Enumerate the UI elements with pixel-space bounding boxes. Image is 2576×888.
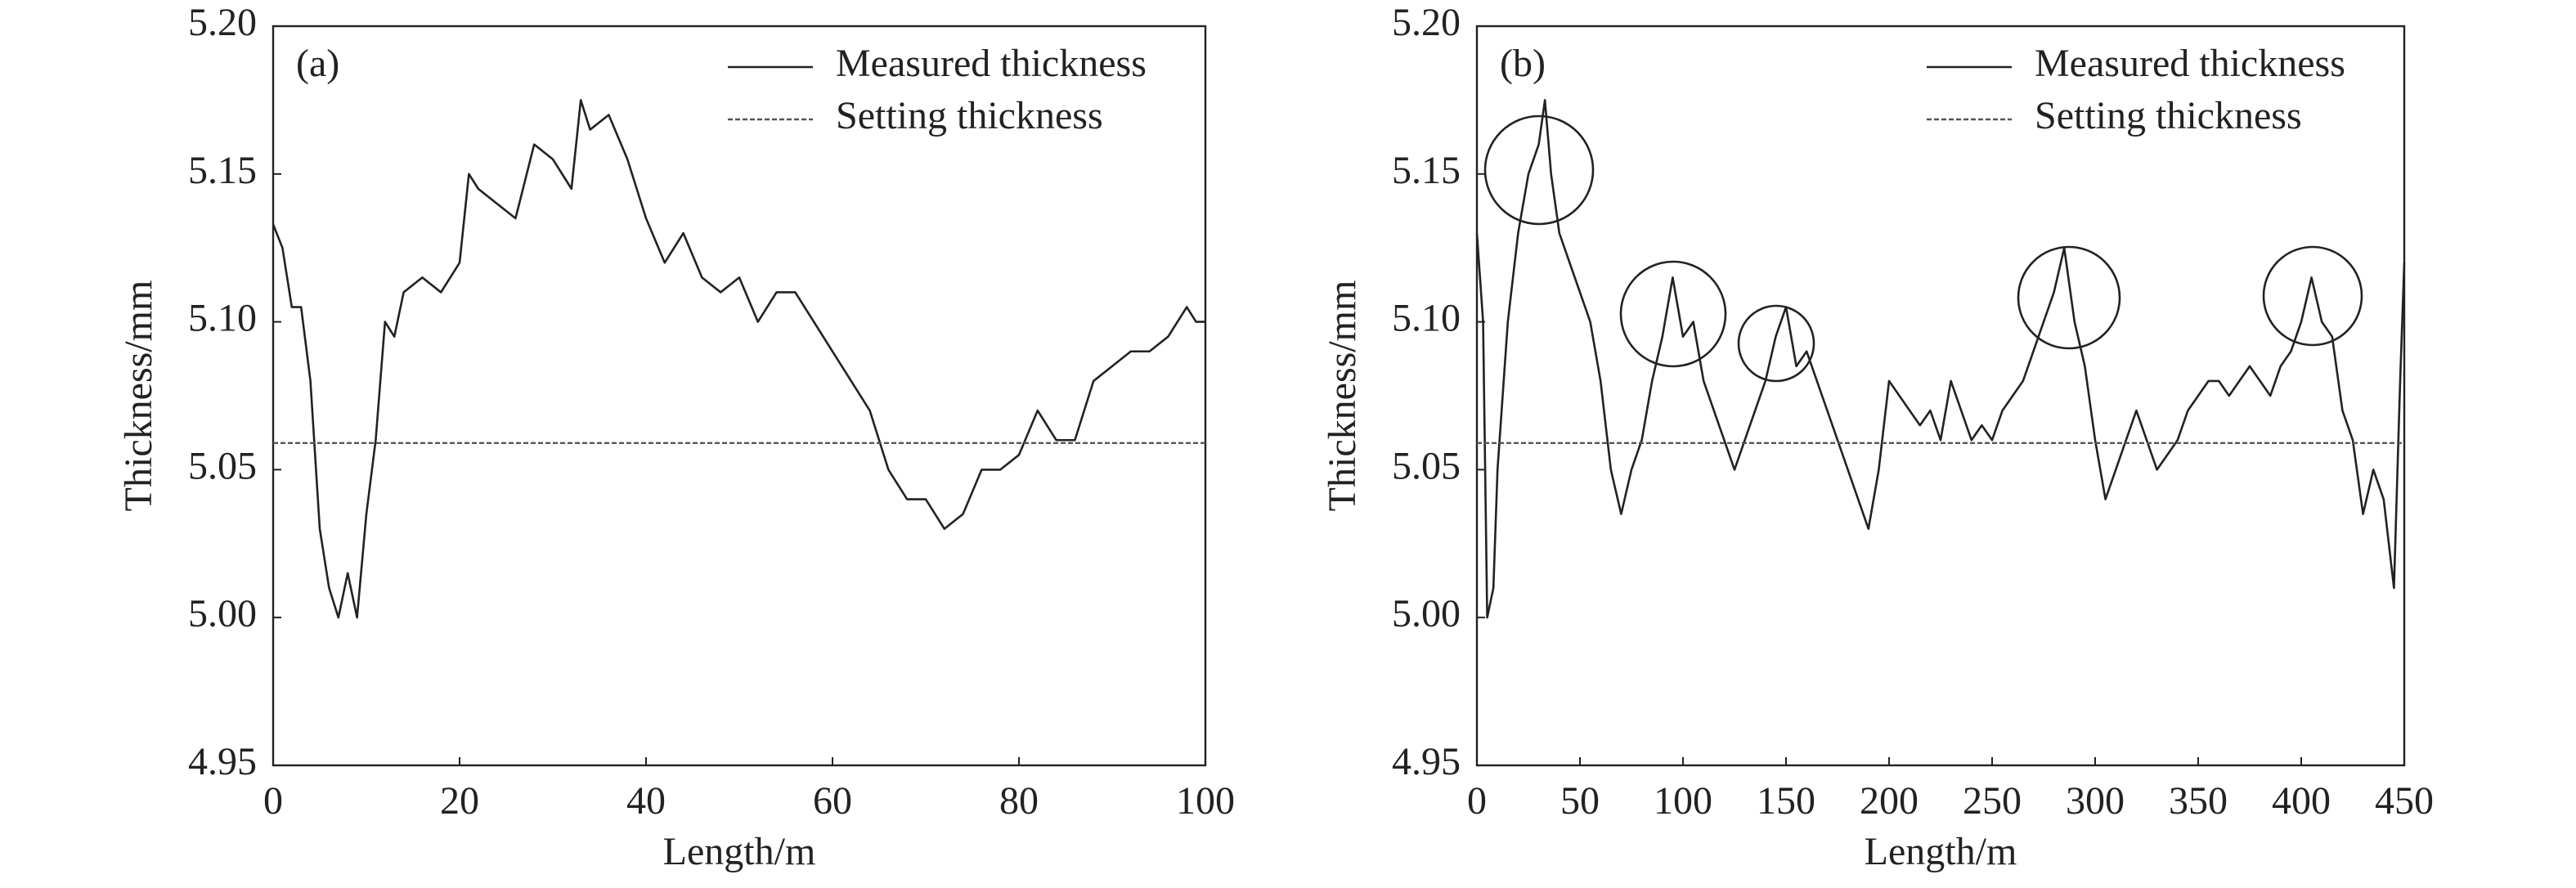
y-tick-label: 5.10 bbox=[1392, 297, 1461, 340]
x-tick-label: 200 bbox=[1860, 779, 1919, 823]
y-axis-label: Thickness/mm bbox=[1321, 280, 1364, 512]
x-tick-label: 80 bbox=[999, 779, 1039, 823]
legend-label: Setting thickness bbox=[2035, 94, 2302, 137]
legend-label: Measured thickness bbox=[2035, 42, 2345, 85]
y-tick-label: 5.00 bbox=[188, 592, 257, 635]
highlight-circle bbox=[1619, 260, 1727, 368]
x-tick-label: 150 bbox=[1757, 779, 1815, 823]
y-tick-label: 5.20 bbox=[188, 1, 257, 44]
y-tick-label: 4.95 bbox=[1392, 740, 1461, 783]
y-tick-label: 5.15 bbox=[1392, 149, 1461, 192]
y-tick-label: 5.00 bbox=[1392, 592, 1461, 635]
highlight-circle bbox=[1737, 304, 1815, 383]
x-tick-label: 0 bbox=[263, 779, 283, 823]
highlight-circles bbox=[1483, 114, 2363, 383]
y-tick-label: 4.95 bbox=[188, 740, 257, 783]
legend-label: Setting thickness bbox=[836, 94, 1103, 137]
panel-label: (a) bbox=[296, 42, 339, 85]
measured-line bbox=[1475, 99, 2406, 619]
y-tick-label: 5.10 bbox=[188, 297, 257, 340]
y-tick-label: 5.15 bbox=[188, 149, 257, 192]
x-tick-label: 400 bbox=[2272, 779, 2331, 823]
y-axis-label: Thickness/mm bbox=[117, 280, 160, 512]
x-tick-label: 40 bbox=[626, 779, 666, 823]
x-tick-label: 450 bbox=[2375, 779, 2434, 823]
x-tick-label: 100 bbox=[1654, 779, 1712, 823]
highlight-circle bbox=[1483, 114, 1595, 226]
x-axis-label: Length/m bbox=[1865, 830, 2017, 873]
plot-frame bbox=[1475, 25, 2406, 767]
x-axis-label: Length/m bbox=[663, 830, 816, 873]
x-tick-label: 0 bbox=[1467, 779, 1487, 823]
y-tick-label: 5.05 bbox=[1392, 444, 1461, 487]
x-tick-label: 300 bbox=[2066, 779, 2125, 823]
panel-label: (b) bbox=[1500, 42, 1546, 85]
measured-line bbox=[272, 99, 1205, 619]
legend-label: Measured thickness bbox=[836, 42, 1147, 85]
x-tick-label: 250 bbox=[1963, 779, 2022, 823]
plot-frame bbox=[272, 25, 1207, 767]
x-tick-label: 60 bbox=[813, 779, 852, 823]
highlight-circle bbox=[2017, 245, 2121, 350]
x-tick-label: 100 bbox=[1176, 779, 1235, 823]
x-tick-label: 20 bbox=[440, 779, 479, 823]
highlight-circle bbox=[2262, 245, 2363, 347]
x-tick-label: 350 bbox=[2169, 779, 2228, 823]
y-tick-label: 5.20 bbox=[1392, 1, 1461, 44]
y-tick-label: 5.05 bbox=[188, 444, 257, 487]
x-tick-label: 50 bbox=[1560, 779, 1600, 823]
